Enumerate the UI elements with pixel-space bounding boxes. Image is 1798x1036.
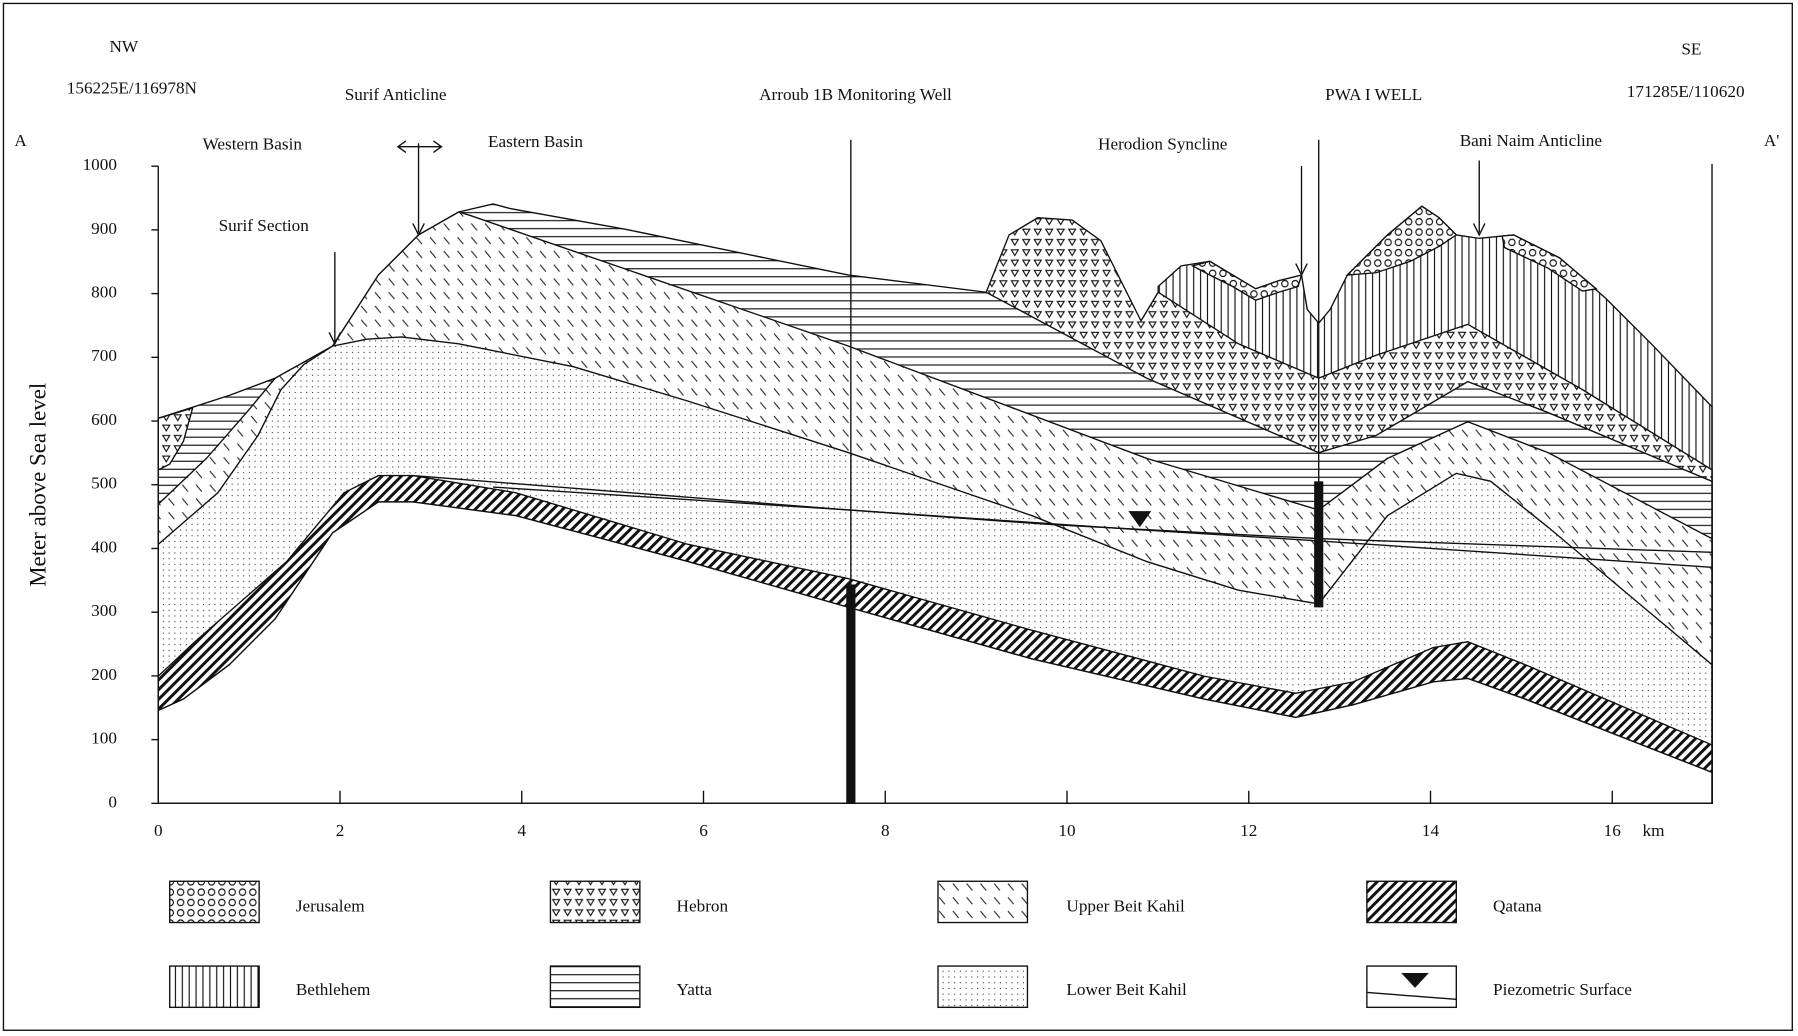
legend-swatch (1367, 881, 1456, 922)
x-unit: km (1643, 821, 1666, 840)
legend-label: Qatana (1493, 897, 1542, 916)
well-screen (1314, 481, 1323, 607)
legend-label: Piezometric Surface (1493, 980, 1632, 999)
y-tick-label: 400 (91, 537, 117, 556)
x-tick-label: 8 (881, 821, 890, 840)
coordinates: 171285E/110620 (1627, 82, 1745, 101)
y-tick-label: 100 (91, 729, 117, 748)
annotation: Western Basin (203, 134, 303, 153)
legend-swatch (170, 881, 259, 922)
legend-label: Lower Beit Kahil (1066, 980, 1187, 999)
x-tick-label: 4 (517, 821, 526, 840)
y-tick-label: 600 (91, 410, 117, 429)
y-tick-label: 900 (91, 219, 117, 238)
well-screen (846, 584, 855, 803)
diagram: Meter above Sea level km NW 156225E/1169… (3, 3, 1792, 1030)
x-tick-label: 0 (154, 821, 163, 840)
y-tick-label: 200 (91, 665, 117, 684)
annotation: PWA I WELL (1325, 85, 1422, 104)
y-axis-label: Meter above Sea level (25, 383, 50, 587)
x-tick-label: 6 (699, 821, 708, 840)
annotation: Surif Section (219, 216, 310, 235)
y-tick-label: 1000 (83, 155, 117, 174)
legend-swatch (938, 881, 1027, 922)
x-tick-label: 12 (1240, 821, 1257, 840)
x-tick-label: 16 (1604, 821, 1622, 840)
legend-swatch (550, 881, 639, 922)
cross-section: Meter above Sea level km NW 156225E/1169… (0, 0, 1798, 1036)
x-tick-label: 10 (1058, 821, 1075, 840)
y-tick-label: 300 (91, 601, 117, 620)
legend-label: Yatta (677, 980, 713, 999)
annotation: Arroub 1B Monitoring Well (759, 85, 952, 104)
annotation: Surif Anticline (345, 85, 447, 104)
direction: NW (110, 37, 139, 56)
legend-swatch (1367, 966, 1456, 1007)
legend-label: Upper Beit Kahil (1066, 897, 1185, 916)
legend-label: Bethlehem (296, 980, 371, 999)
coordinates: 156225E/116978N (67, 78, 198, 97)
legend-label: Hebron (677, 897, 729, 916)
y-tick-label: 800 (91, 283, 117, 302)
legend-swatch (938, 966, 1027, 1007)
annotation: Bani Naim Anticline (1460, 131, 1603, 150)
annotation: Herodion Syncline (1098, 134, 1228, 153)
x-tick-label: 14 (1422, 821, 1440, 840)
section-point: A' (1764, 131, 1780, 150)
y-tick-label: 700 (91, 346, 117, 365)
section-point: A (14, 131, 27, 150)
x-tick-label: 2 (336, 821, 345, 840)
legend-swatch (550, 966, 639, 1007)
y-tick-label: 500 (91, 474, 117, 493)
legend-swatch (170, 966, 259, 1007)
legend-label: Jerusalem (296, 897, 365, 916)
direction: SE (1681, 39, 1701, 58)
annotation: Eastern Basin (488, 132, 583, 151)
y-tick-label: 0 (108, 792, 117, 811)
